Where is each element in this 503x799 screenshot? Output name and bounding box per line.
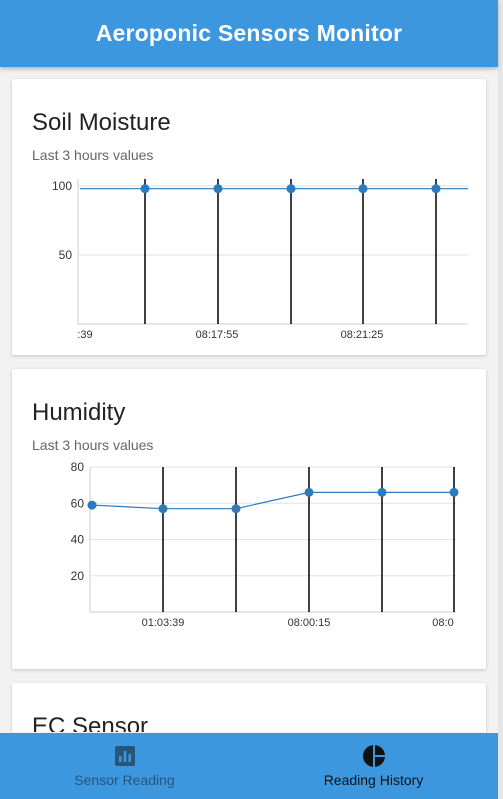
bar-chart-icon <box>114 746 135 766</box>
data-point <box>358 184 368 194</box>
data-point <box>231 504 241 514</box>
history-list[interactable]: Soil Moisture Last 3 hours values 50 100:… <box>0 67 498 732</box>
data-point <box>377 487 387 497</box>
data-point <box>87 500 97 510</box>
soil-moisture-card: Soil Moisture Last 3 hours values 50 100:… <box>12 79 486 355</box>
data-point <box>449 487 459 497</box>
card-subtitle: Last 3 hours values <box>32 437 154 453</box>
bottom-navigation: Sensor Reading Reading History <box>0 733 498 799</box>
pie-chart-icon <box>362 745 385 767</box>
nav-label: Sensor Reading <box>74 772 175 788</box>
soil-moisture-chart[interactable]: 50 100 :39 08:17:55 08:21:25 <box>12 79 486 355</box>
x-tick-label: 08:21:25 <box>341 329 384 341</box>
card-title: Humidity <box>32 399 126 426</box>
humidity-chart[interactable]: 20 40 60 80 01:03:39 08:00:15 08:0 <box>12 369 486 669</box>
data-point <box>286 184 296 194</box>
y-tick-label: 50 <box>59 248 73 262</box>
x-tick-label: :39 <box>77 329 92 341</box>
y-tick-label: 40 <box>71 533 85 547</box>
x-tick-label: 08:0 <box>432 617 453 629</box>
data-point <box>213 184 223 194</box>
data-point <box>158 504 168 514</box>
x-tick-label: 08:17:55 <box>196 329 239 341</box>
x-tick-label: 01:03:39 <box>142 617 185 629</box>
x-tick-label: 08:00:15 <box>288 617 331 629</box>
nav-reading-history[interactable]: Reading History <box>249 733 498 799</box>
scrollbar[interactable] <box>498 0 503 799</box>
series-line <box>91 491 454 510</box>
data-point <box>140 184 150 194</box>
y-tick-label: 80 <box>71 460 85 474</box>
card-title: Soil Moisture <box>32 109 171 136</box>
card-subtitle: Last 3 hours values <box>32 147 154 163</box>
y-tick-label: 20 <box>71 569 85 583</box>
nav-sensor-reading[interactable]: Sensor Reading <box>0 733 249 799</box>
y-tick-label: 100 <box>52 179 72 193</box>
ec-sensor-card: EC Sensor <box>12 683 486 732</box>
data-point <box>431 184 441 194</box>
card-title: EC Sensor <box>32 713 149 732</box>
data-point <box>304 487 314 497</box>
humidity-card: Humidity Last 3 hours values 20 40 60 80 01:… <box>12 369 486 669</box>
y-tick-label: 60 <box>71 496 85 510</box>
app-title: Aeroponic Sensors Monitor <box>95 20 403 46</box>
app-bar: Aeroponic Sensors Monitor <box>0 0 498 67</box>
nav-label: Reading History <box>323 772 424 788</box>
